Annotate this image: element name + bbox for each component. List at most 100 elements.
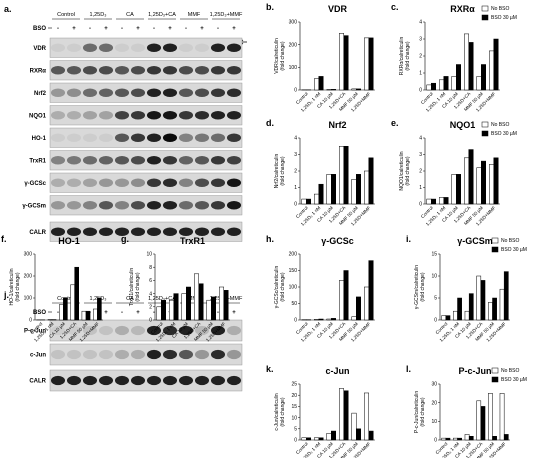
row-label: c-Jun xyxy=(30,353,46,359)
blot-strip xyxy=(49,82,243,103)
y-axis-label: (fold change) xyxy=(280,272,286,302)
band xyxy=(82,88,98,98)
bar xyxy=(368,260,374,321)
band xyxy=(146,155,162,165)
band xyxy=(82,110,98,120)
bso-sign: - xyxy=(153,310,155,316)
bar xyxy=(74,266,79,321)
band xyxy=(210,133,226,143)
bar xyxy=(206,299,212,321)
bso-sign: - xyxy=(217,26,219,32)
y-tick-label: 2 xyxy=(149,305,152,311)
band xyxy=(210,43,226,53)
y-tick-label: 150 xyxy=(289,268,298,274)
band xyxy=(66,133,82,143)
chart-title: TrxR1 xyxy=(180,236,205,246)
band xyxy=(178,375,194,386)
bar xyxy=(339,33,344,91)
band xyxy=(146,349,162,360)
band xyxy=(114,65,130,75)
chart-title: HO-1 xyxy=(58,236,80,246)
band xyxy=(194,155,210,165)
bar xyxy=(314,78,319,91)
bar xyxy=(431,198,436,205)
bar xyxy=(301,198,307,205)
band xyxy=(226,155,242,165)
band xyxy=(82,349,98,360)
row-label: CALR xyxy=(29,379,46,385)
band xyxy=(210,227,226,237)
y-tick-label: 5 xyxy=(294,427,297,433)
band xyxy=(130,65,146,75)
band xyxy=(210,178,226,188)
band xyxy=(194,178,210,188)
band xyxy=(162,375,178,386)
bar xyxy=(161,299,166,321)
bar xyxy=(331,318,336,321)
row-label: Nrf2 xyxy=(34,91,47,97)
band xyxy=(178,155,194,165)
y-axis-label: TrxR1/calreticulin xyxy=(129,268,135,307)
legend-label: BSO 30 µM xyxy=(491,15,517,21)
y-axis-label: (fold change) xyxy=(15,272,21,302)
band xyxy=(82,200,98,210)
band xyxy=(98,325,114,336)
bar xyxy=(364,392,369,441)
y-tick-label: 4 xyxy=(149,291,152,297)
band xyxy=(162,349,178,360)
bar xyxy=(468,436,474,441)
bar xyxy=(318,437,324,441)
band xyxy=(178,227,194,237)
y-tick-label: 25 xyxy=(291,382,297,388)
bar xyxy=(356,296,361,321)
bar xyxy=(364,170,369,205)
y-tick-label: 100 xyxy=(289,285,298,291)
panel-letter: h. xyxy=(266,234,274,244)
band xyxy=(162,155,178,165)
chart-title: RXRα xyxy=(450,4,475,14)
y-tick-label: 0 xyxy=(294,438,297,444)
band xyxy=(130,155,146,165)
band xyxy=(98,133,114,143)
bso-sign: - xyxy=(89,26,91,32)
chart-title: NQO1 xyxy=(450,120,476,130)
bso-sign: - xyxy=(121,310,123,316)
band xyxy=(162,65,178,75)
band xyxy=(66,375,82,386)
band xyxy=(162,227,178,237)
bar xyxy=(314,193,319,205)
bar xyxy=(97,297,102,321)
bar xyxy=(499,393,505,441)
bar xyxy=(314,319,319,321)
y-tick-label: 2 xyxy=(419,54,422,60)
band xyxy=(82,43,98,53)
band xyxy=(50,155,66,165)
blot-strip xyxy=(49,319,243,342)
band xyxy=(178,88,194,98)
bar xyxy=(331,89,336,91)
bar xyxy=(318,183,324,205)
blot-strip xyxy=(49,195,243,216)
band xyxy=(146,88,162,98)
band xyxy=(162,88,178,98)
bar xyxy=(356,174,361,205)
band xyxy=(50,178,66,188)
band xyxy=(146,227,162,237)
band xyxy=(194,43,210,53)
y-tick-label: 15 xyxy=(431,252,437,258)
bso-sign: + xyxy=(200,26,204,32)
bar xyxy=(314,437,319,441)
bar xyxy=(426,84,432,91)
group-label: 1,25D₃+MMF xyxy=(210,12,243,18)
y-axis-label: RXRα/calreticulin xyxy=(399,37,405,76)
y-tick-label: 1 xyxy=(419,185,422,191)
band xyxy=(114,227,130,237)
bso-sign: + xyxy=(232,26,236,32)
bar xyxy=(456,64,461,91)
y-tick-label: 300 xyxy=(289,20,298,26)
y-axis-label: (fold change) xyxy=(420,397,426,427)
band xyxy=(82,325,98,336)
band xyxy=(66,325,82,336)
panel-letter: k. xyxy=(266,364,274,374)
